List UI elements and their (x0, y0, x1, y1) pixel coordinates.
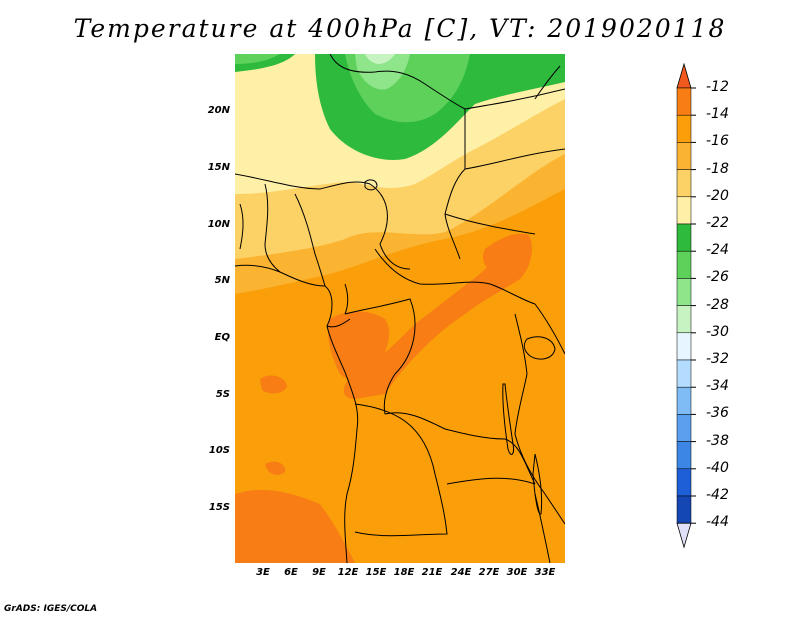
border-sahel (235, 173, 411, 270)
border-gabon (326, 318, 351, 328)
colorbar-label: -24 (706, 242, 729, 259)
colorbar-box (676, 414, 692, 442)
field-band-28 (365, 54, 395, 64)
lon-tick-label: 33E (534, 567, 556, 578)
colorbar-box (676, 87, 692, 116)
colorbar-label: -30 (706, 323, 729, 340)
lat-tick-label: 10S (208, 445, 230, 456)
colorbar-box (676, 142, 692, 170)
lon-tick-label: 27E (478, 567, 500, 578)
lat-tick-label: 10N (207, 219, 230, 230)
border-congo (344, 298, 416, 415)
lat-tick-label: 5N (214, 275, 230, 286)
lat-tick-label: 15S (208, 502, 230, 513)
lon-tick-label: 12E (337, 567, 359, 578)
border-angola (354, 403, 448, 537)
colorbar-label: -40 (706, 459, 729, 476)
border-chad (464, 88, 565, 110)
field-warm-congo (328, 311, 390, 382)
border-southsudan (444, 213, 536, 235)
lon-tick-label: 3E (256, 567, 270, 578)
border-mozambique (534, 493, 551, 563)
colorbar-box (676, 223, 692, 252)
coastline-redsea (534, 65, 561, 100)
field-warm-east (343, 234, 532, 399)
lon-tick-label: 9E (312, 567, 326, 578)
lat-tick-label: 20N (207, 105, 230, 116)
colorbar-box (676, 468, 692, 497)
border-north (329, 54, 466, 260)
colorbar-box (676, 332, 692, 361)
colorbar-box (676, 495, 692, 524)
field-warm-east2 (483, 233, 530, 274)
border-cameroon (344, 283, 349, 315)
colorbar-label: -32 (706, 351, 729, 367)
lon-tick-label: 18E (393, 567, 415, 578)
border-central (374, 248, 536, 305)
colorbar-label: -34 (706, 378, 729, 395)
credit-text: GrADS: IGES/COLA (4, 604, 98, 614)
field-warm-spot2 (265, 461, 286, 475)
colorbar-box (676, 278, 692, 306)
lat-tick-label: EQ (214, 332, 230, 343)
colorbar-box (676, 359, 692, 388)
colorbar-box (676, 250, 692, 279)
colorbar-label: -12 (706, 79, 729, 95)
colorbar-label: -26 (706, 269, 729, 286)
lon-tick-label: 30E (506, 567, 528, 578)
border-east-lakes (514, 313, 565, 525)
colorbar-box (676, 196, 692, 225)
lat-tick-label: 5S (215, 389, 230, 400)
border-sudan (464, 148, 565, 170)
border-east (534, 303, 565, 355)
lon-tick-label: 21E (421, 567, 443, 578)
colorbar-box (676, 386, 692, 415)
colorbar-box (676, 441, 692, 470)
colorbar-label: -16 (706, 133, 729, 150)
colorbar-label: -14 (706, 106, 729, 123)
lake-malawi (532, 453, 543, 515)
colorbar-box (676, 114, 692, 143)
colorbar-label: -22 (706, 215, 729, 231)
border-westafrica-1 (264, 183, 281, 273)
lake-tanganyika (502, 383, 514, 455)
map-title: Temperature at 400hPa [C], VT: 201902011… (73, 14, 727, 43)
colorbar-bottom-triangle (676, 522, 692, 549)
colorbar-box (676, 305, 692, 334)
colorbar-label: -36 (706, 405, 729, 422)
colorbar: -12 -14 -16 -18 -20 -22 -24 -26 -28 -30 -32 -34 -36 -… (670, 60, 790, 570)
lat-tick-label: 15N (207, 162, 230, 173)
colorbar-top-triangle (676, 62, 692, 89)
colorbar-label: -38 (706, 432, 729, 449)
colorbar-box (676, 169, 692, 198)
field-band-24b (235, 54, 280, 64)
coastline-west (235, 264, 359, 563)
field-warm-southwest (235, 489, 355, 563)
field-band-26 (355, 54, 410, 90)
border-drc (384, 412, 536, 485)
field-warm-spot (260, 375, 287, 394)
colorbar-label: -28 (706, 296, 729, 313)
lon-tick-label: 15E (365, 567, 387, 578)
border-zambia (446, 477, 536, 485)
lake-victoria (523, 336, 556, 360)
border-westafrica-2 (239, 203, 244, 250)
temperature-map (235, 54, 565, 563)
colorbar-label: -42 (706, 487, 729, 503)
border-nigeria (294, 193, 326, 287)
colorbar-label: -44 (706, 514, 729, 531)
colorbar-label: -18 (706, 160, 729, 177)
colorbar-label: -20 (706, 187, 729, 204)
lake-chad (364, 179, 378, 191)
lon-tick-label: 24E (450, 567, 472, 578)
lon-tick-label: 6E (284, 567, 298, 578)
